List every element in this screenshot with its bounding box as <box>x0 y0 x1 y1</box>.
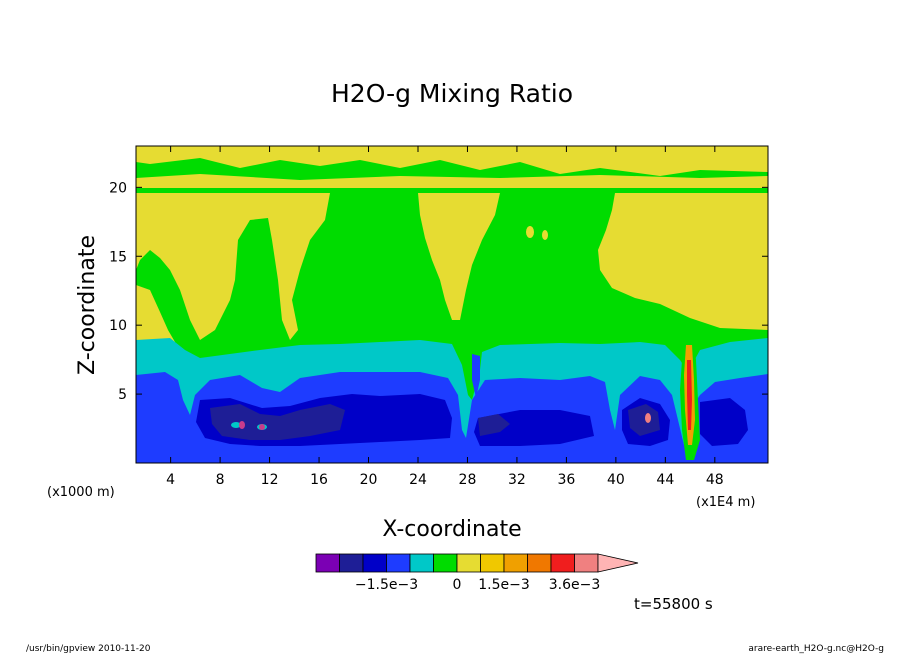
x-tick-label: 48 <box>706 472 724 488</box>
chart-title: H2O-g Mixing Ratio <box>331 79 573 108</box>
x-tick-label: 12 <box>261 472 279 488</box>
x-tick-label: 16 <box>310 472 328 488</box>
purple-cell-1 <box>239 421 245 429</box>
colorbar-box <box>456 553 481 573</box>
yellow-region-2 <box>418 193 500 320</box>
cyan-cell-1 <box>231 422 241 428</box>
yellow-region-3 <box>598 193 768 330</box>
y-tick-label: 5 <box>118 387 127 403</box>
colorbar-label: 1.5e−3 <box>478 577 530 593</box>
time-label: t=55800 s <box>634 595 713 613</box>
colorbar-box <box>315 553 340 573</box>
colorbar-box <box>527 553 552 573</box>
x-tick-label: 32 <box>508 472 526 488</box>
colorbar-label: −1.5e−3 <box>355 577 418 593</box>
x-unit-label: (x1E4 m) <box>696 495 755 510</box>
x-tick-label: 28 <box>459 472 477 488</box>
y-tick-label: 15 <box>109 249 127 265</box>
footer-right: arare-earth_H2O-g.nc@H2O-g <box>748 644 884 654</box>
colorbar-box <box>386 553 411 573</box>
deep-blue-band <box>210 404 660 440</box>
colorbar-box <box>574 553 599 573</box>
colorbar-box <box>503 553 528 573</box>
y-axis-label: Z-coordinate <box>75 235 100 375</box>
colorbar-box <box>339 553 364 573</box>
colorbar-box <box>433 553 458 573</box>
y-unit-label: (x1000 m) <box>47 485 115 500</box>
purple-cell-2 <box>259 424 265 430</box>
footer-left: /usr/bin/gpview 2010-11-20 <box>26 644 151 654</box>
mid-yellow-band <box>136 174 768 188</box>
plot-frame <box>135 145 769 464</box>
colorbar-arrow <box>597 553 639 573</box>
colorbar-label: 0 <box>453 577 462 593</box>
y-tick-label: 20 <box>109 180 127 196</box>
x-tick-label: 8 <box>216 472 225 488</box>
x-tick-label: 36 <box>557 472 575 488</box>
colorbar-box <box>480 553 505 573</box>
upper-yellow-band <box>136 146 768 176</box>
x-tick-label: 20 <box>360 472 378 488</box>
yellow-region-1 <box>136 193 330 340</box>
colorbar-label: 3.6e−3 <box>549 577 601 593</box>
x-axis: 4 8 12 16 20 24 28 32 36 40 44 48 <box>166 146 724 488</box>
colorbar-box <box>550 553 575 573</box>
yellow-cell-1 <box>526 226 534 238</box>
colorbar: −1.5e−3 0 1.5e−3 3.6e−3 <box>315 553 639 593</box>
yellow-region-4 <box>136 285 175 342</box>
x-tick-label: 24 <box>409 472 427 488</box>
rain-column-red <box>687 360 692 430</box>
colorbar-box <box>362 553 387 573</box>
x-tick-label: 40 <box>607 472 625 488</box>
pink-cell-1 <box>645 413 651 423</box>
y-axis: 5 10 15 20 <box>109 180 768 403</box>
x-tick-label: 44 <box>656 472 674 488</box>
yellow-cell-2 <box>542 230 548 240</box>
x-axis-label: X-coordinate <box>382 517 521 542</box>
light-blue-cell-1 <box>472 354 480 398</box>
plot-area <box>136 146 768 463</box>
x-tick-label: 4 <box>166 472 175 488</box>
y-tick-label: 10 <box>109 318 127 334</box>
colorbar-box <box>409 553 434 573</box>
